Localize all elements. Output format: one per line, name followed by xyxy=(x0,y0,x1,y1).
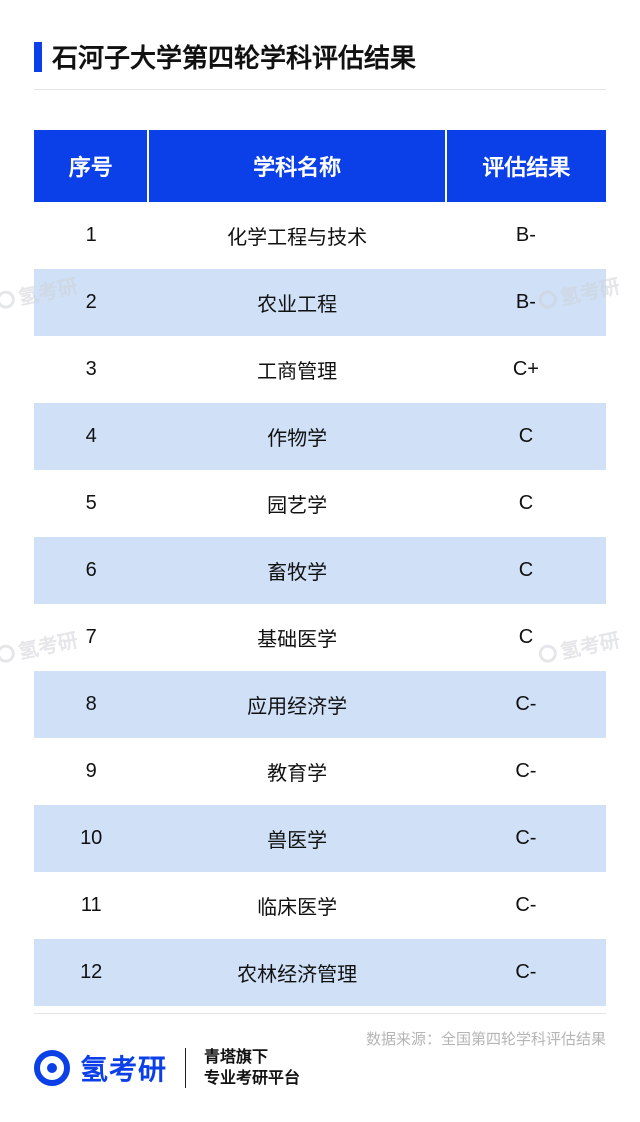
col-header-index: 序号 xyxy=(34,130,148,202)
cell-result: C+ xyxy=(446,336,606,403)
cell-result: B- xyxy=(446,269,606,336)
tagline-line-1: 青塔旗下 xyxy=(204,1047,300,1069)
table-row: 2农业工程B- xyxy=(34,269,606,336)
cell-index: 12 xyxy=(34,939,148,1006)
table-row: 6畜牧学C xyxy=(34,537,606,604)
table-row: 12农林经济管理C- xyxy=(34,939,606,1006)
brand-logo-icon xyxy=(34,1050,70,1086)
table-row: 1化学工程与技术B- xyxy=(34,202,606,269)
cell-index: 9 xyxy=(34,738,148,805)
cell-name: 基础医学 xyxy=(148,604,445,671)
page-title: 石河子大学第四轮学科评估结果 xyxy=(52,38,416,75)
col-header-name: 学科名称 xyxy=(148,130,445,202)
tagline-line-2: 专业考研平台 xyxy=(204,1068,300,1090)
cell-name: 临床医学 xyxy=(148,872,445,939)
cell-result: C- xyxy=(446,738,606,805)
cell-index: 10 xyxy=(34,805,148,872)
cell-index: 5 xyxy=(34,470,148,537)
cell-index: 11 xyxy=(34,872,148,939)
cell-name: 农业工程 xyxy=(148,269,445,336)
table-row: 8应用经济学C- xyxy=(34,671,606,738)
title-accent-bar xyxy=(34,42,42,72)
brand-logo: 氢考研 xyxy=(34,1048,167,1088)
cell-name: 应用经济学 xyxy=(148,671,445,738)
table-row: 5园艺学C xyxy=(34,470,606,537)
cell-name: 畜牧学 xyxy=(148,537,445,604)
cell-index: 7 xyxy=(34,604,148,671)
cell-result: C xyxy=(446,470,606,537)
cell-name: 化学工程与技术 xyxy=(148,202,445,269)
bottom-divider xyxy=(34,1013,606,1014)
table-row: 10兽医学C- xyxy=(34,805,606,872)
cell-result: C xyxy=(446,604,606,671)
cell-index: 6 xyxy=(34,537,148,604)
table-row: 9教育学C- xyxy=(34,738,606,805)
cell-result: C- xyxy=(446,671,606,738)
cell-name: 园艺学 xyxy=(148,470,445,537)
cell-name: 农林经济管理 xyxy=(148,939,445,1006)
table-row: 4作物学C xyxy=(34,403,606,470)
cell-result: C- xyxy=(446,939,606,1006)
table-header-row: 序号 学科名称 评估结果 xyxy=(34,130,606,202)
cell-index: 3 xyxy=(34,336,148,403)
cell-index: 2 xyxy=(34,269,148,336)
cell-index: 8 xyxy=(34,671,148,738)
cell-result: B- xyxy=(446,202,606,269)
table-row: 7基础医学C xyxy=(34,604,606,671)
cell-result: C- xyxy=(446,805,606,872)
cell-name: 教育学 xyxy=(148,738,445,805)
col-header-result: 评估结果 xyxy=(446,130,606,202)
evaluation-table: 序号 学科名称 评估结果 1化学工程与技术B-2农业工程B-3工商管理C+4作物… xyxy=(34,130,606,1006)
cell-name: 工商管理 xyxy=(148,336,445,403)
brand-name: 氢考研 xyxy=(80,1048,167,1088)
table-row: 3工商管理C+ xyxy=(34,336,606,403)
cell-result: C xyxy=(446,403,606,470)
brand-tagline: 青塔旗下 专业考研平台 xyxy=(204,1047,300,1090)
cell-result: C xyxy=(446,537,606,604)
cell-result: C- xyxy=(446,872,606,939)
cell-index: 4 xyxy=(34,403,148,470)
cell-name: 兽医学 xyxy=(148,805,445,872)
top-divider xyxy=(34,89,606,90)
page-title-wrap: 石河子大学第四轮学科评估结果 xyxy=(34,38,606,75)
cell-index: 1 xyxy=(34,202,148,269)
table-row: 11临床医学C- xyxy=(34,872,606,939)
footer-separator xyxy=(185,1048,186,1088)
footer: 氢考研 青塔旗下 专业考研平台 xyxy=(34,1047,606,1090)
cell-name: 作物学 xyxy=(148,403,445,470)
